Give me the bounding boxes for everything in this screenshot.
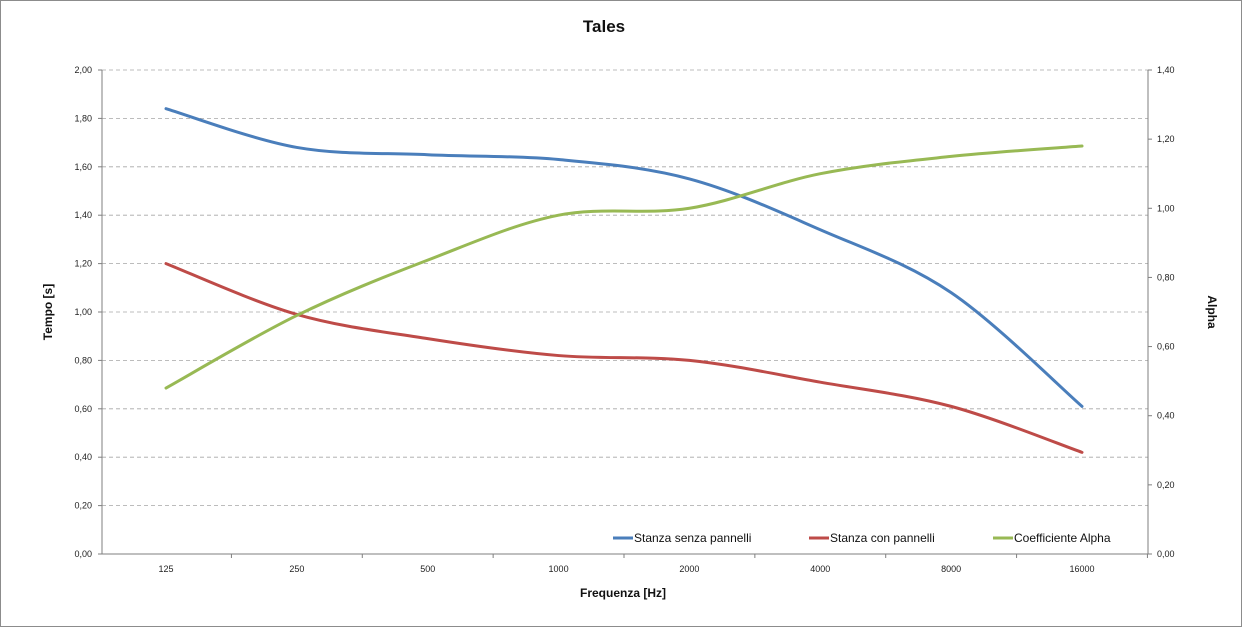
chart-title: Tales [583,17,625,36]
series-line-2 [164,262,1084,454]
legend-label: Stanza senza pannelli [634,531,751,545]
y2-tick-label: 0,80 [1157,272,1175,282]
y-tick-label: 0,40 [74,452,92,462]
y2-tick-label: 1,00 [1157,203,1175,213]
x-tick-label: 4000 [810,564,830,574]
x-tick-label: 500 [420,564,435,574]
y2-tick-label: 0,20 [1157,480,1175,490]
series-line-3 [164,144,1084,390]
y2-axis-ticks: 0,00 0,20 0,40 0,60 0,80 1,00 1,20 1,40 [1148,65,1175,559]
x-axis-ticks: 125 250 500 1000 2000 4000 8000 16000 [158,554,1148,574]
legend-label: Stanza con pannelli [830,531,935,545]
x-tick-label: 125 [158,564,173,574]
gridlines [102,69,1148,507]
y-tick-label: 1,00 [74,307,92,317]
y-tick-label: 2,00 [74,65,92,75]
x-tick-label: 16000 [1069,564,1094,574]
y2-tick-label: 1,40 [1157,65,1175,75]
series-line-1 [164,107,1084,408]
y-axis-title: Tempo [s] [41,284,55,340]
y-tick-label: 0,00 [74,549,92,559]
x-tick-label: 8000 [941,564,961,574]
y-tick-label: 1,80 [74,113,92,123]
x-tick-label: 1000 [549,564,569,574]
y2-tick-label: 0,40 [1157,411,1175,421]
x-tick-label: 250 [289,564,304,574]
y-axis-ticks: 0,00 0,20 0,40 0,60 0,80 1,00 1,20 1,40 1,60 1,80… [74,65,102,559]
legend: Stanza senza pannelli Stanza con pannelli… [613,531,1111,545]
y-tick-label: 1,60 [74,162,92,172]
legend-label: Coefficiente Alpha [1014,531,1111,545]
x-tick-label: 2000 [679,564,699,574]
series-lines [164,107,1084,454]
y-tick-label: 1,40 [74,210,92,220]
y2-axis-title: Alpha [1205,295,1219,329]
y-tick-label: 0,60 [74,404,92,414]
y2-tick-label: 0,60 [1157,342,1175,352]
y-tick-label: 0,20 [74,501,92,511]
y2-tick-label: 0,00 [1157,549,1175,559]
y-tick-label: 1,20 [74,259,92,269]
y-tick-label: 0,80 [74,355,92,365]
x-axis-title: Frequenza [Hz] [580,586,666,600]
y2-tick-label: 1,20 [1157,134,1175,144]
